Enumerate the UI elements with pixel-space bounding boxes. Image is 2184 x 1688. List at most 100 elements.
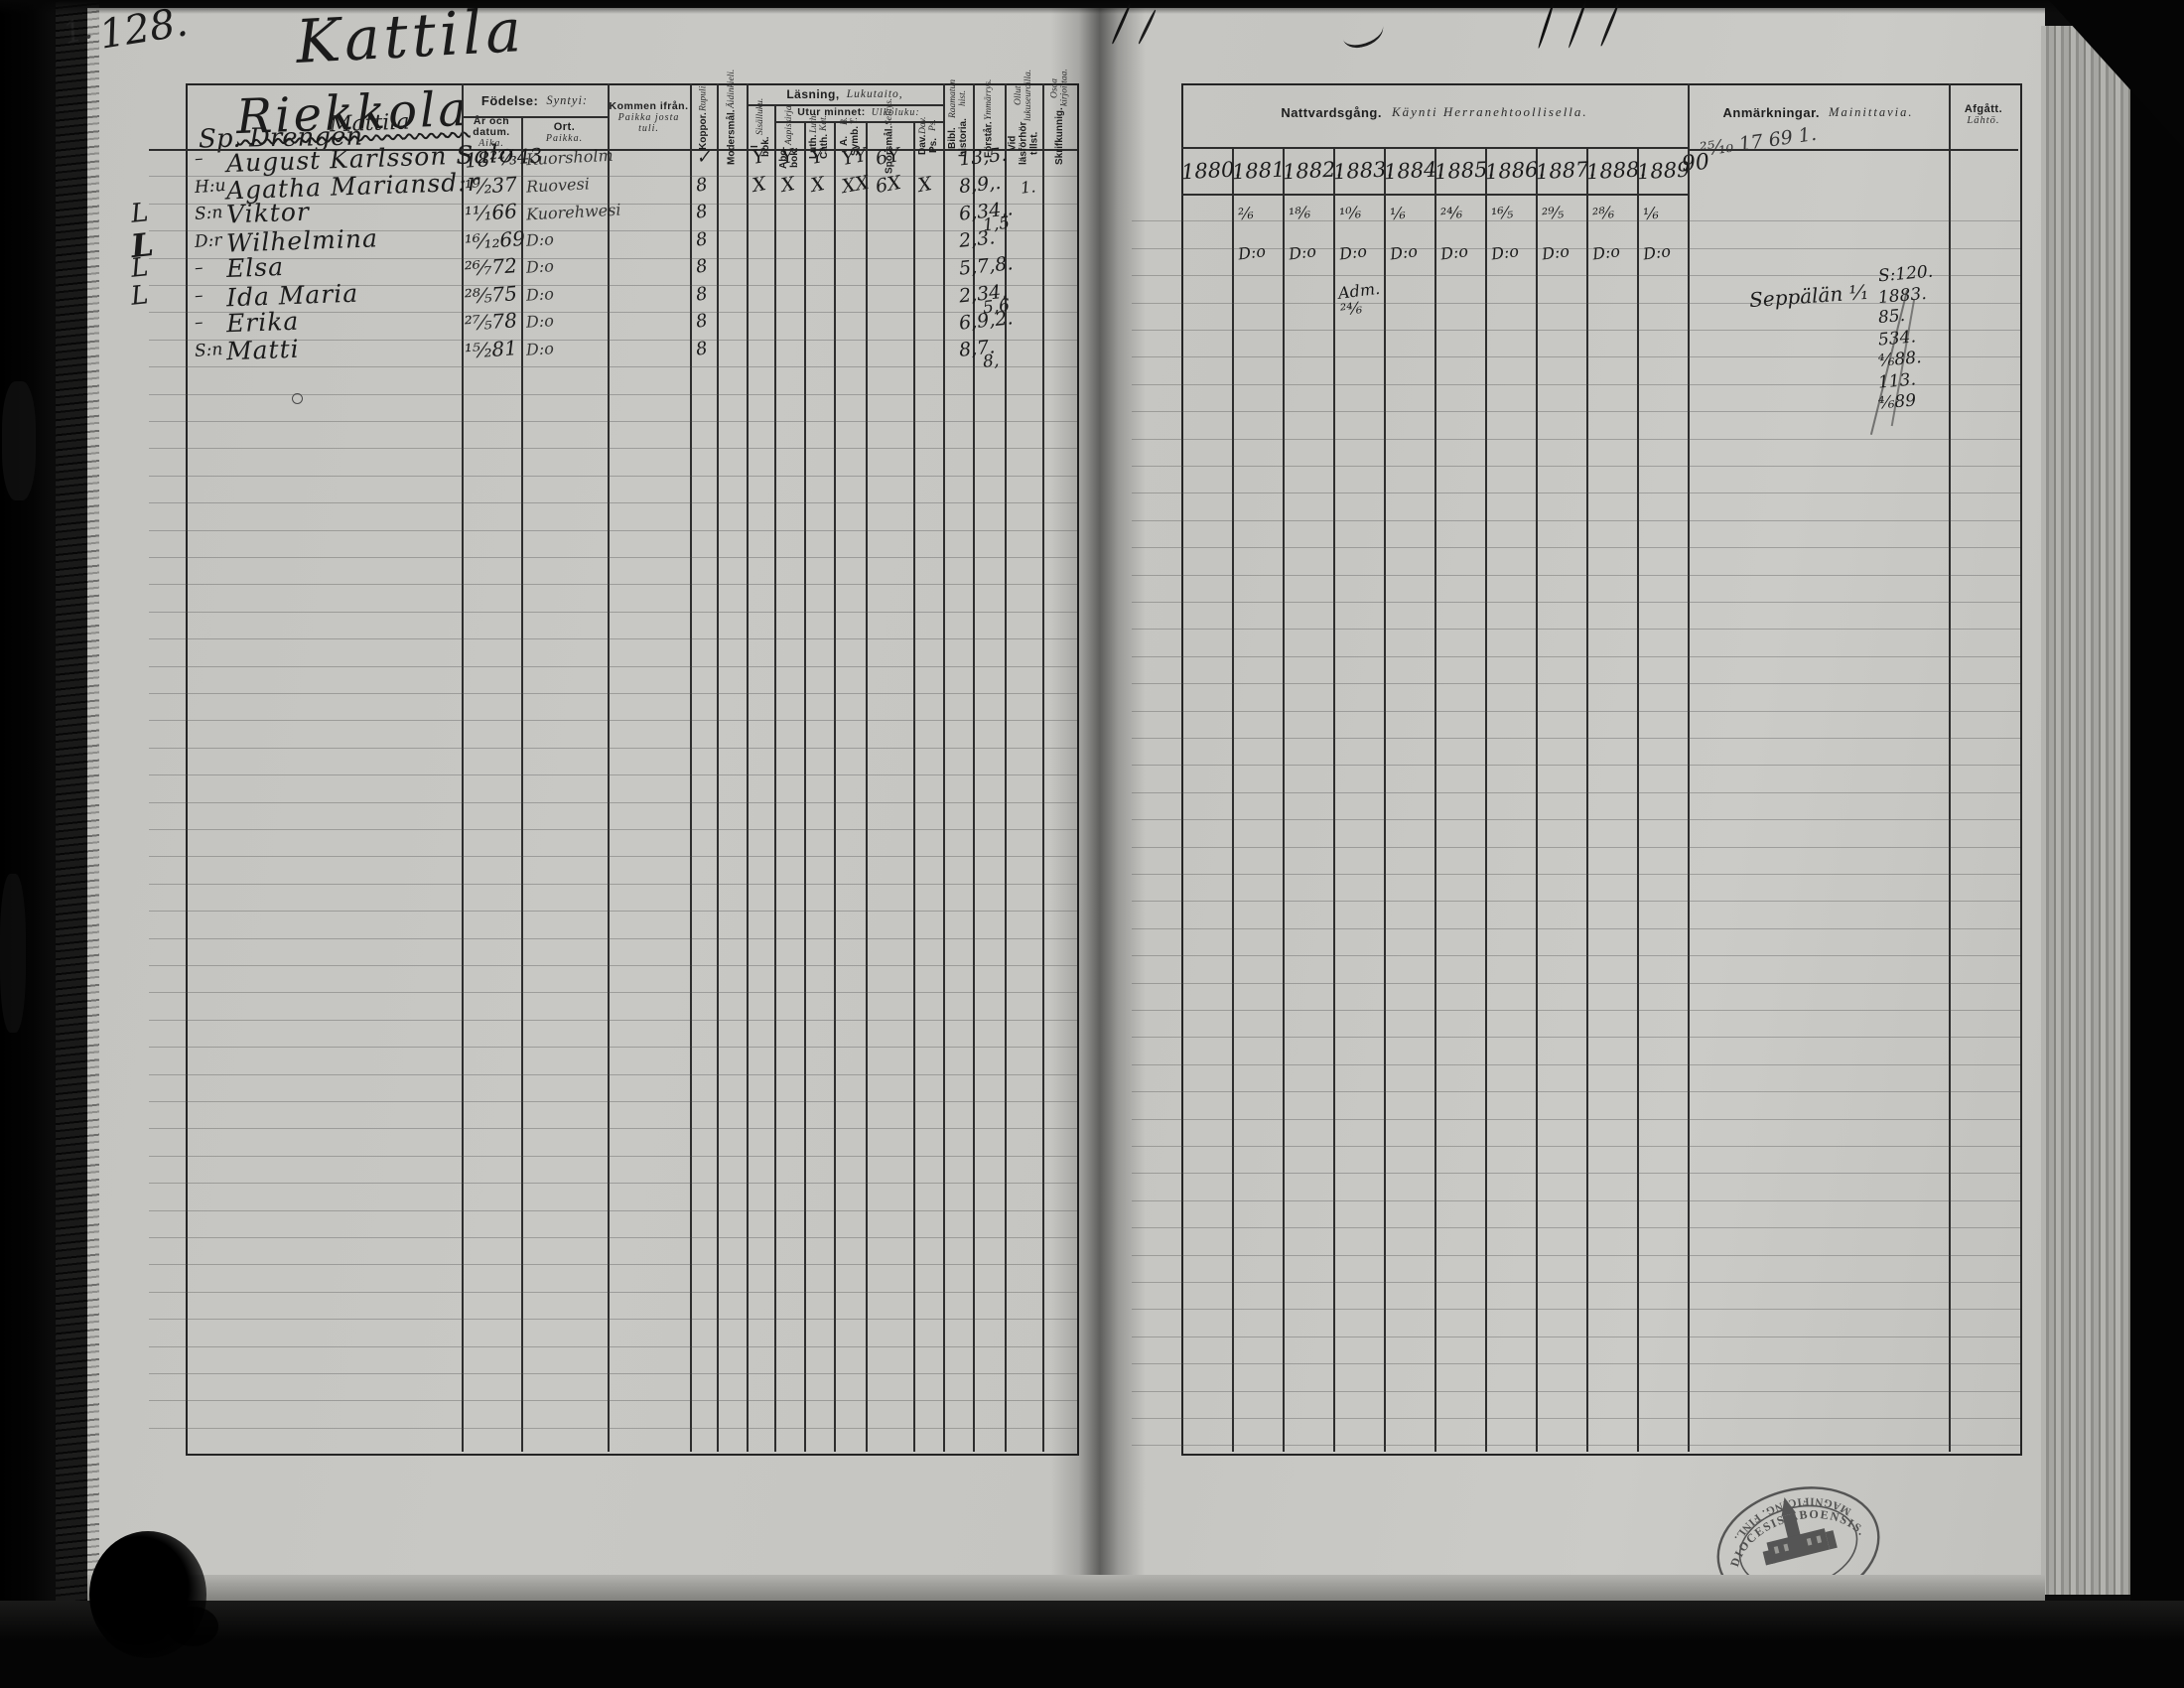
column-label-koppor-fi: Rupuli. <box>698 83 709 112</box>
year-label: 1885. <box>1433 157 1495 185</box>
entry-birthplace: D:o <box>525 228 555 250</box>
ruled-line <box>149 176 1077 178</box>
ruled-line <box>1132 1418 2020 1419</box>
header-divider <box>1688 149 2018 151</box>
ruled-line <box>149 1128 1077 1130</box>
stamp-cathedral-icon <box>1762 1496 1838 1566</box>
smallpox-mark: ✓ <box>694 146 713 169</box>
ruled-line <box>149 611 1077 613</box>
entry-prefix: D:r <box>194 229 223 252</box>
ruled-line <box>149 801 1077 803</box>
ruled-line <box>149 1264 1077 1266</box>
ruled-line <box>149 992 1077 994</box>
ruled-line <box>149 965 1077 966</box>
ruled-line <box>1132 574 2020 576</box>
header-nattvard-fi: Käynti Herranehtoollisella. <box>1391 104 1588 119</box>
afgatt-column-divider <box>1949 83 1951 1452</box>
year-row-bottom-line <box>1181 194 1688 196</box>
header-ort: Ort. Paikka. <box>521 116 608 148</box>
smallpox-mark: 8 <box>694 310 709 333</box>
diocese-stamp: DIOCESIS ABOENSIS. MAGNIFICING. FINL. <box>1696 1462 1902 1636</box>
column-divider <box>804 121 806 1452</box>
column-divider <box>774 104 776 1452</box>
ruled-line <box>149 557 1077 558</box>
ruled-line <box>1132 765 2020 767</box>
year-label: 1880. <box>1180 157 1242 185</box>
ruled-line <box>1132 982 2020 984</box>
entry-birthplace: Ruovesi <box>525 173 591 197</box>
reading-grade-mark: 6X <box>874 171 903 198</box>
entry-prefix: – <box>194 312 205 334</box>
entry-prefix: H:u <box>194 175 227 198</box>
ruled-line <box>1132 1445 2020 1447</box>
year-label: 1888. <box>1585 157 1647 185</box>
ruled-line <box>1132 411 2020 413</box>
bottom-left-thumb-shadow <box>167 1607 218 1646</box>
right-page-edge-stack <box>2041 26 2134 1595</box>
ruled-line <box>1132 466 2020 467</box>
header-anm-sv: Anmärkningar. <box>1722 104 1821 120</box>
column-divider <box>866 121 868 1452</box>
communion-mark: D:o <box>1590 241 1621 264</box>
ruled-line <box>149 937 1077 939</box>
ruled-line <box>149 339 1077 341</box>
left-page-edge-streaks <box>56 0 99 1688</box>
ruled-line <box>1132 602 2020 603</box>
ruled-line <box>149 475 1077 477</box>
ruled-line <box>1132 1309 2020 1311</box>
ruled-line <box>1132 1091 2020 1093</box>
entry-birthplace: D:o <box>525 338 555 359</box>
entry-prefix: – <box>194 285 205 306</box>
ruled-line <box>1132 955 2020 957</box>
ruled-line <box>1132 738 2020 739</box>
column-divider <box>462 83 464 1452</box>
header-ar-sv: År och datum. <box>473 114 510 138</box>
communion-mark: Adm. ²⁴⁄₆ <box>1336 278 1382 320</box>
ruled-line <box>1132 438 2020 440</box>
ruled-line <box>1132 1146 2020 1147</box>
ruled-line <box>149 230 1077 232</box>
ruled-line <box>1132 1037 2020 1039</box>
ruled-line <box>1132 791 2020 793</box>
column-label-luth-fi: Luth. Kat. <box>809 113 829 133</box>
ruled-line <box>149 1019 1077 1021</box>
column-divider <box>521 116 523 1452</box>
ruled-line <box>149 1345 1077 1347</box>
entry-birthplace: D:o <box>525 283 555 305</box>
ruled-line <box>1132 1363 2020 1365</box>
ruled-line <box>149 693 1077 694</box>
ink-ring-mark <box>292 393 303 404</box>
year-label: 1882. <box>1282 157 1343 185</box>
afgatt-note: ⁴⁄₆89 <box>1877 390 1917 414</box>
column-label-modersmal: Modersmål. Äidinkieli. <box>717 70 747 165</box>
entry-name: Erika <box>225 306 300 339</box>
header-kommen-sv: Kommen ifrån. <box>609 100 689 112</box>
header-afgatt: Afgått. Lähtö. <box>1949 93 2018 135</box>
entry-birthdate: ²⁷⁄₅78 <box>464 308 518 336</box>
left-edge-blot <box>0 874 26 1033</box>
ruled-line <box>1132 655 2020 657</box>
column-divider <box>717 83 719 1452</box>
column-label-ibok: I bok. Sisälluku. <box>747 98 774 157</box>
entry-name: Viktor <box>225 197 311 229</box>
year-column-divider <box>1333 147 1335 1452</box>
bottom-black-margin <box>0 1601 2184 1688</box>
ruled-line <box>149 1319 1077 1321</box>
header-nattvard-sv: Nattvardsgång. <box>1281 104 1382 120</box>
ruled-line <box>149 1400 1077 1402</box>
ruled-line <box>1132 683 2020 685</box>
header-afg-fi: Lähtö. <box>1967 114 2000 126</box>
year-column-divider <box>1485 147 1487 1452</box>
header-ar: År och datum. Aika. <box>463 114 520 149</box>
header-fodelse-sv: Födelse: <box>480 92 539 108</box>
ruled-line <box>149 1101 1077 1102</box>
header-bottom-line <box>149 149 1077 151</box>
ruled-line <box>149 1427 1077 1429</box>
header-divider <box>1181 147 1688 149</box>
header-divider <box>462 116 608 118</box>
book-gutter-shadow <box>1050 8 1146 1607</box>
ruled-line <box>149 1073 1077 1075</box>
left-page-rough-edge <box>0 0 71 1688</box>
column-divider <box>943 83 945 1452</box>
